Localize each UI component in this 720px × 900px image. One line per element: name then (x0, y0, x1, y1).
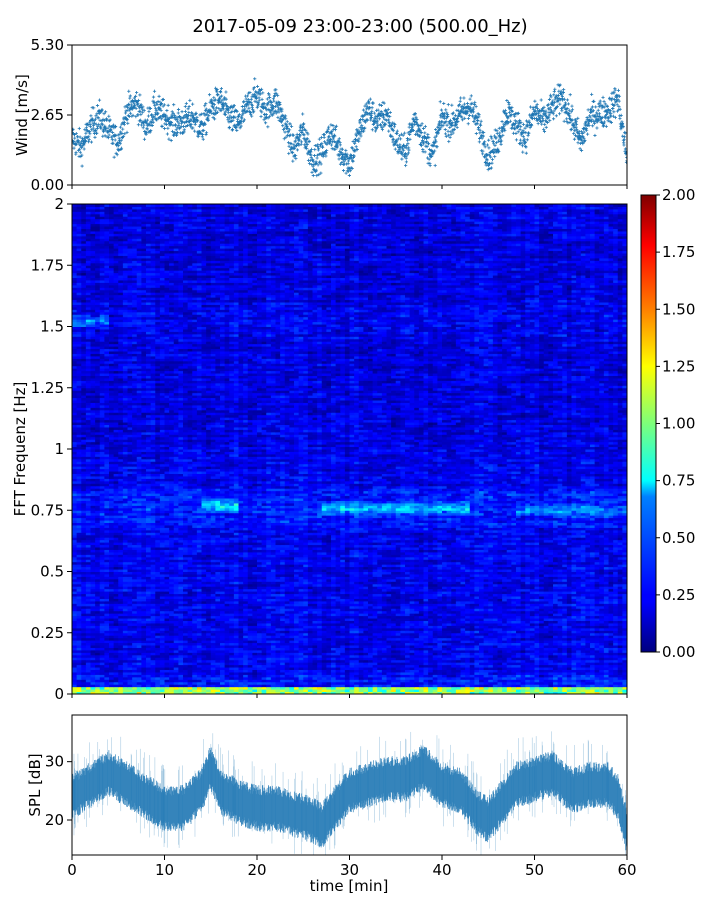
wind-x-ticks (72, 185, 627, 189)
wind-y-tick-label: 2.65 (31, 106, 64, 124)
spectrogram-cells (72, 204, 628, 695)
wind-y-tick-label: 0.00 (31, 176, 64, 194)
wind-y-tick-label: 5.30 (31, 36, 64, 54)
wind-panel: 0.00 2.65 5.30 Wind [m/s] (13, 36, 629, 194)
wind-y-ticks: 0.00 2.65 5.30 (31, 36, 72, 194)
wind-y-axis-label: Wind [m/s] (13, 74, 31, 156)
figure-title: 2017-05-09 23:00-23:00 (500.00_Hz) (192, 16, 527, 37)
